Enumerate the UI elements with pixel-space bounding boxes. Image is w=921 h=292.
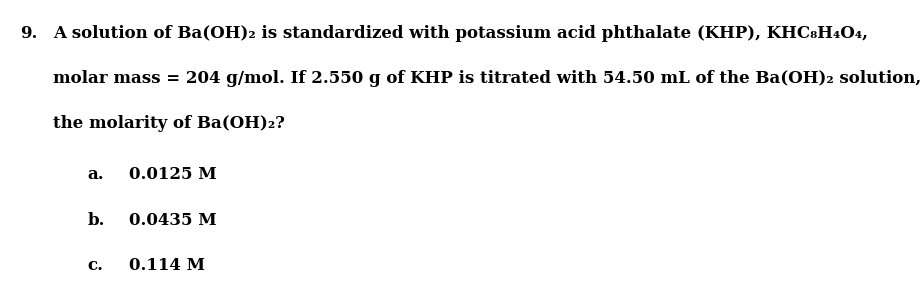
Text: b.: b. <box>87 212 105 229</box>
Text: 0.0125 M: 0.0125 M <box>129 166 216 183</box>
Text: 9.: 9. <box>20 25 38 42</box>
Text: A solution of Ba(OH)₂ is standardized with potassium acid phthalate (KHP), KHC₈H: A solution of Ba(OH)₂ is standardized wi… <box>53 25 869 42</box>
Text: a.: a. <box>87 166 104 183</box>
Text: the molarity of Ba(OH)₂?: the molarity of Ba(OH)₂? <box>53 115 286 132</box>
Text: c.: c. <box>87 257 103 274</box>
Text: 0.0435 M: 0.0435 M <box>129 212 216 229</box>
Text: molar mass = 204 g/mol. If 2.550 g of KHP is titrated with 54.50 mL of the Ba(OH: molar mass = 204 g/mol. If 2.550 g of KH… <box>53 70 921 87</box>
Text: 0.114 M: 0.114 M <box>129 257 205 274</box>
